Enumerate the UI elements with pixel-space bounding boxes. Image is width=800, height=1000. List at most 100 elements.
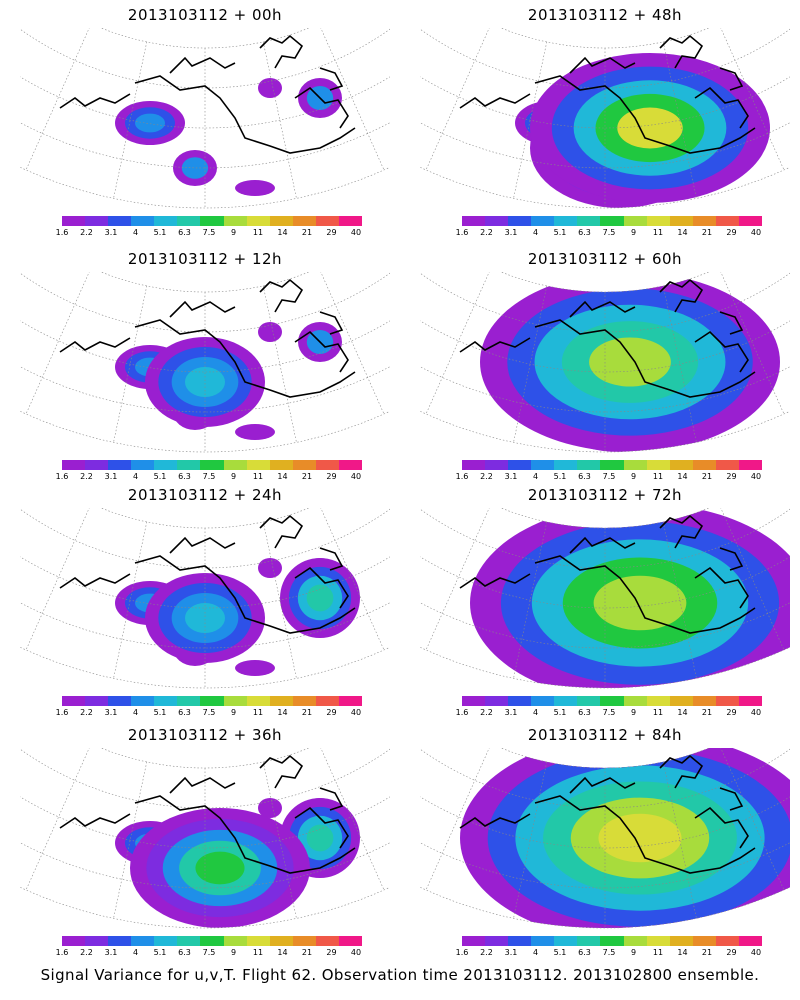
colorbar-tick-label: 21 xyxy=(301,472,313,481)
panel-title: 2013103112 + 24h xyxy=(127,486,283,504)
colorbar-tick-label: 21 xyxy=(701,228,713,237)
map-area xyxy=(346,0,800,222)
colorbar-tick-label: 11 xyxy=(252,708,264,717)
colorbar-tick-label: 7.5 xyxy=(602,948,616,957)
colorbar-swatch xyxy=(131,216,155,226)
map-area xyxy=(0,0,464,222)
colorbar xyxy=(462,216,763,226)
colorbar-swatch xyxy=(554,216,578,226)
colorbar-swatch xyxy=(338,460,363,470)
coastline xyxy=(59,514,356,634)
colorbar-swatch xyxy=(338,936,363,946)
colorbar-swatch xyxy=(292,936,316,946)
colorbar-swatch xyxy=(108,216,132,226)
colorbar-tick-label: 1.6 xyxy=(455,472,469,481)
colorbar-tick-label: 29 xyxy=(326,708,337,717)
colorbar-tick-label: 9 xyxy=(630,228,637,237)
colorbar-tick-label: 1.6 xyxy=(55,228,69,237)
coastline xyxy=(59,34,356,154)
colorbar-swatch xyxy=(554,696,578,706)
colorbar-swatch xyxy=(623,696,647,706)
colorbar-swatch xyxy=(715,936,739,946)
colorbar-swatch xyxy=(692,936,716,946)
colorbar-tick-label: 3.1 xyxy=(504,228,518,237)
colorbar xyxy=(462,696,763,706)
colorbar-tick-label: 29 xyxy=(726,708,737,717)
colorbar-tick-label: 5.1 xyxy=(153,708,167,717)
colorbar-tick-label: 2.2 xyxy=(80,708,93,717)
colorbar-swatch xyxy=(246,936,270,946)
colorbar-tick-label: 21 xyxy=(701,472,713,481)
panel-title: 2013103112 + 36h xyxy=(127,726,283,744)
colorbar-swatch xyxy=(669,460,693,470)
colorbar-swatch xyxy=(62,696,86,706)
colorbar-swatch xyxy=(292,696,316,706)
colorbar-tick-label: 40 xyxy=(350,708,362,717)
colorbar-labels: 1.6 2.2 3.1 4 5.1 6.3 7.5 9 11 14 21 29 40 xyxy=(448,948,778,960)
colorbar-tick-label: 40 xyxy=(350,948,362,957)
colorbar-tick-label: 6.3 xyxy=(578,472,591,481)
colorbar-swatch xyxy=(462,936,486,946)
colorbar-swatch xyxy=(62,216,86,226)
colorbar-tick-label: 11 xyxy=(252,948,264,957)
colorbar-tick-label: 14 xyxy=(277,708,288,717)
colorbar xyxy=(462,936,763,946)
coastline xyxy=(459,278,756,398)
colorbar-tick-label: 7.5 xyxy=(602,708,616,717)
map-area xyxy=(346,714,800,942)
colorbar-tick-label: 4 xyxy=(132,708,139,717)
colorbar-tick-label: 7.5 xyxy=(602,228,616,237)
colorbar-swatch xyxy=(554,460,578,470)
map-7 xyxy=(346,714,800,929)
map-area xyxy=(346,238,800,466)
colorbar-tick-label: 40 xyxy=(350,228,362,237)
colorbar-tick-label: 9 xyxy=(230,472,237,481)
colorbar-tick-label: 11 xyxy=(652,228,664,237)
forecast-panel: 2013103112 + 36h 1.6 2.2 3.1 4 5.1 6.3 7.5 9 11 14… xyxy=(0,714,464,966)
colorbar-swatch xyxy=(246,696,270,706)
panel-title: 2013103112 + 84h xyxy=(527,726,683,744)
colorbar-swatch xyxy=(485,696,509,706)
colorbar-swatch xyxy=(177,460,201,470)
colorbar-swatch xyxy=(315,936,339,946)
colorbar-tick-label: 40 xyxy=(750,228,762,237)
colorbar-swatch xyxy=(131,460,155,470)
colorbar-tick-label: 29 xyxy=(326,948,337,957)
colorbar-swatch xyxy=(692,460,716,470)
colorbar-swatch xyxy=(554,936,578,946)
colorbar-tick-label: 4 xyxy=(532,472,539,481)
colorbar-swatch xyxy=(177,936,201,946)
colorbar-swatch xyxy=(715,216,739,226)
colorbar-tick-label: 3.1 xyxy=(504,948,518,957)
colorbar-tick-label: 3.1 xyxy=(104,472,118,481)
colorbar-tick-label: 21 xyxy=(701,708,713,717)
panel-title: 2013103112 + 12h xyxy=(127,250,283,268)
colorbar-tick-label: 14 xyxy=(677,948,688,957)
colorbar-swatch xyxy=(577,216,601,226)
forecast-panel: 2013103112 + 00h 1.6 2.2 3.1 4 5.1 6.3 7.5 9 11 14… xyxy=(0,0,464,246)
colorbar-labels: 1.6 2.2 3.1 4 5.1 6.3 7.5 9 11 14 21 29 40 xyxy=(448,708,778,720)
colorbar-tick-label: 9 xyxy=(230,948,237,957)
colorbar-tick-label: 6.3 xyxy=(578,228,591,237)
colorbar-swatch xyxy=(292,216,316,226)
colorbar-swatch xyxy=(62,460,86,470)
colorbar-swatch xyxy=(200,460,224,470)
colorbar-swatch xyxy=(223,696,247,706)
colorbar-swatch xyxy=(508,460,532,470)
variance-field xyxy=(115,558,360,676)
colorbar-swatch xyxy=(223,936,247,946)
colorbar-tick-label: 1.6 xyxy=(55,948,69,957)
colorbar-tick-label: 14 xyxy=(277,472,288,481)
colorbar-tick-label: 2.2 xyxy=(80,472,93,481)
colorbar-tick-label: 7.5 xyxy=(602,472,616,481)
colorbar-tick-label: 5.1 xyxy=(153,228,167,237)
forecast-panel: 2013103112 + 24h 1.6 2.2 3.1 4 5.1 6.3 7.5 9 11 14… xyxy=(0,474,464,726)
colorbar-swatch xyxy=(600,460,624,470)
colorbar-tick-label: 40 xyxy=(750,708,762,717)
colorbar-tick-label: 11 xyxy=(652,708,664,717)
colorbar-labels: 1.6 2.2 3.1 4 5.1 6.3 7.5 9 11 14 21 29 40 xyxy=(448,472,778,484)
colorbar-labels: 1.6 2.2 3.1 4 5.1 6.3 7.5 9 11 14 21 29 40 xyxy=(48,228,378,240)
colorbar-swatch xyxy=(738,936,763,946)
colorbar-tick-label: 40 xyxy=(750,472,762,481)
colorbar-tick-label: 11 xyxy=(252,472,264,481)
